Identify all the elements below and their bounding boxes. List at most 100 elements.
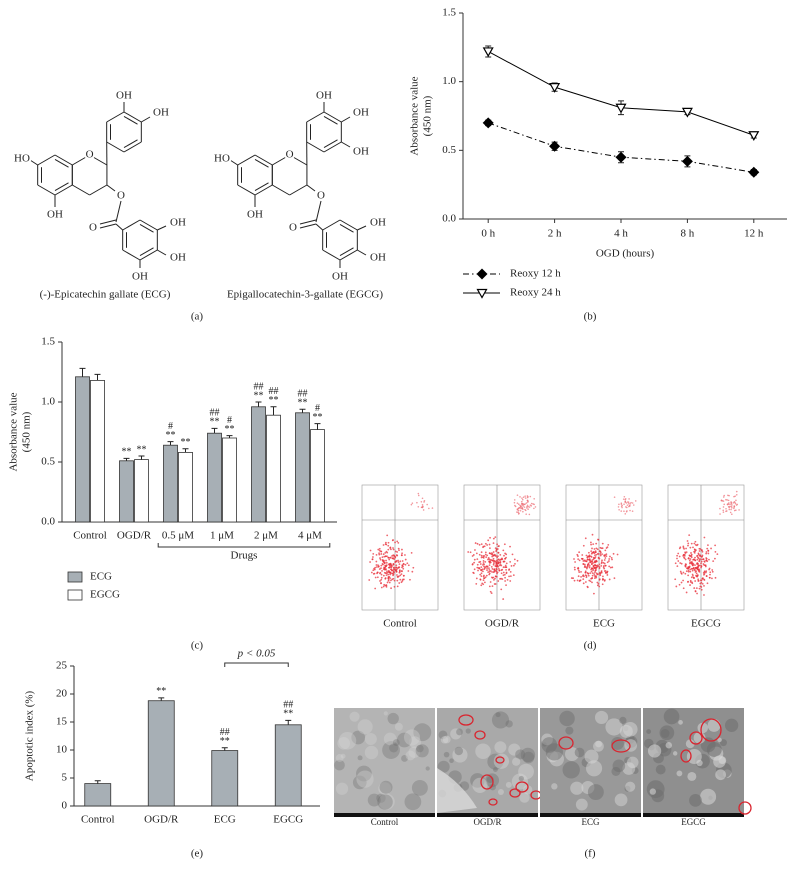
event-dot: [598, 550, 601, 552]
highlight-circle: [458, 714, 474, 726]
event-dot: [386, 581, 389, 584]
event-dot: [701, 582, 704, 585]
event-dot: [410, 551, 413, 554]
event-dot: [692, 546, 694, 549]
event-dot: [626, 504, 629, 506]
event-dot: [392, 577, 395, 580]
texture: [349, 711, 360, 722]
texture: [438, 730, 448, 740]
event-dot: [610, 556, 613, 559]
marker: [549, 140, 561, 152]
plot-frame: [361, 484, 439, 611]
event-dot: [484, 576, 487, 579]
event-dot: [480, 566, 483, 569]
event-dot: [520, 505, 522, 507]
event-dot: [526, 504, 529, 507]
event-dot: [526, 495, 529, 497]
event-dot: [576, 579, 579, 582]
significance-mark: #: [227, 415, 232, 426]
event-dot: [524, 509, 527, 512]
texture: [724, 718, 739, 732]
event-dot: [623, 510, 625, 513]
event-dot: [624, 513, 627, 515]
bond: [123, 139, 138, 149]
significance-mark: **: [220, 736, 230, 747]
atom-label: O: [86, 149, 94, 161]
error-bar: [314, 423, 321, 430]
event-dot: [477, 569, 479, 572]
bond: [123, 115, 138, 125]
event-dot: [603, 579, 606, 582]
event-dot: [509, 575, 512, 578]
event-dot: [703, 564, 706, 566]
event-dot: [674, 578, 677, 581]
event-dot: [412, 566, 415, 569]
event-dot: [504, 566, 507, 569]
atom-label: O: [289, 222, 297, 234]
event-dot: [703, 561, 706, 563]
event-dot: [695, 570, 698, 573]
event-dot: [690, 567, 693, 570]
event-dot: [521, 504, 524, 506]
event-dot: [497, 558, 500, 561]
event-dot: [719, 507, 721, 510]
significance-mark: ##: [298, 388, 308, 399]
texture: [440, 736, 449, 744]
comparison-label: p < 0.05: [237, 648, 276, 660]
event-dot: [682, 571, 685, 574]
error-bar: [211, 427, 218, 434]
event-dot: [738, 509, 740, 511]
event-dot: [394, 550, 397, 553]
event-dot: [380, 576, 383, 579]
event-dot: [387, 544, 390, 547]
event-dot: [605, 555, 608, 558]
panel-caption: (e): [191, 848, 204, 860]
event-dot: [613, 496, 616, 498]
event-dot: [694, 580, 697, 582]
event-dot: [502, 566, 505, 569]
event-dot: [695, 587, 698, 590]
event-dot: [523, 503, 525, 506]
event-dot: [604, 564, 607, 567]
event-dot: [595, 553, 598, 556]
event-dot: [522, 496, 525, 499]
texture: [454, 746, 464, 756]
event-dot: [393, 555, 396, 557]
event-dot: [513, 499, 516, 501]
texture: [505, 720, 513, 728]
scale-strip: [643, 813, 744, 817]
event-dot: [499, 553, 502, 556]
event-dot: [392, 571, 395, 573]
bond: [54, 154, 73, 166]
event-dot: [396, 551, 399, 553]
x-tick-label: 2 μM: [254, 530, 278, 542]
event-dot: [375, 566, 378, 568]
bond: [122, 219, 141, 231]
bond: [306, 184, 316, 192]
bond: [289, 154, 308, 166]
event-dot: [401, 564, 404, 567]
event-dot: [634, 500, 637, 502]
event-dot: [421, 503, 424, 506]
texture: [415, 744, 429, 758]
x-tick-label: 0.5 μM: [162, 530, 194, 542]
event-dot: [606, 561, 609, 564]
texture: [352, 775, 367, 790]
panel-caption: (f): [585, 848, 596, 860]
texture: [512, 757, 521, 766]
x-tick-label: 0 h: [481, 228, 495, 240]
event-dot: [578, 551, 581, 554]
bond: [54, 182, 69, 192]
event-dot: [502, 571, 505, 574]
texture: [622, 722, 638, 737]
atom-label: OH: [247, 209, 263, 221]
bar: [251, 406, 266, 523]
event-dot: [395, 570, 398, 573]
event-dot: [687, 569, 690, 572]
event-dot: [733, 505, 736, 507]
event-dot: [577, 558, 580, 561]
texture: [450, 728, 462, 740]
event-dot: [368, 579, 371, 581]
legend-label: Reoxy 24 h: [510, 287, 561, 299]
event-dot: [700, 588, 703, 591]
